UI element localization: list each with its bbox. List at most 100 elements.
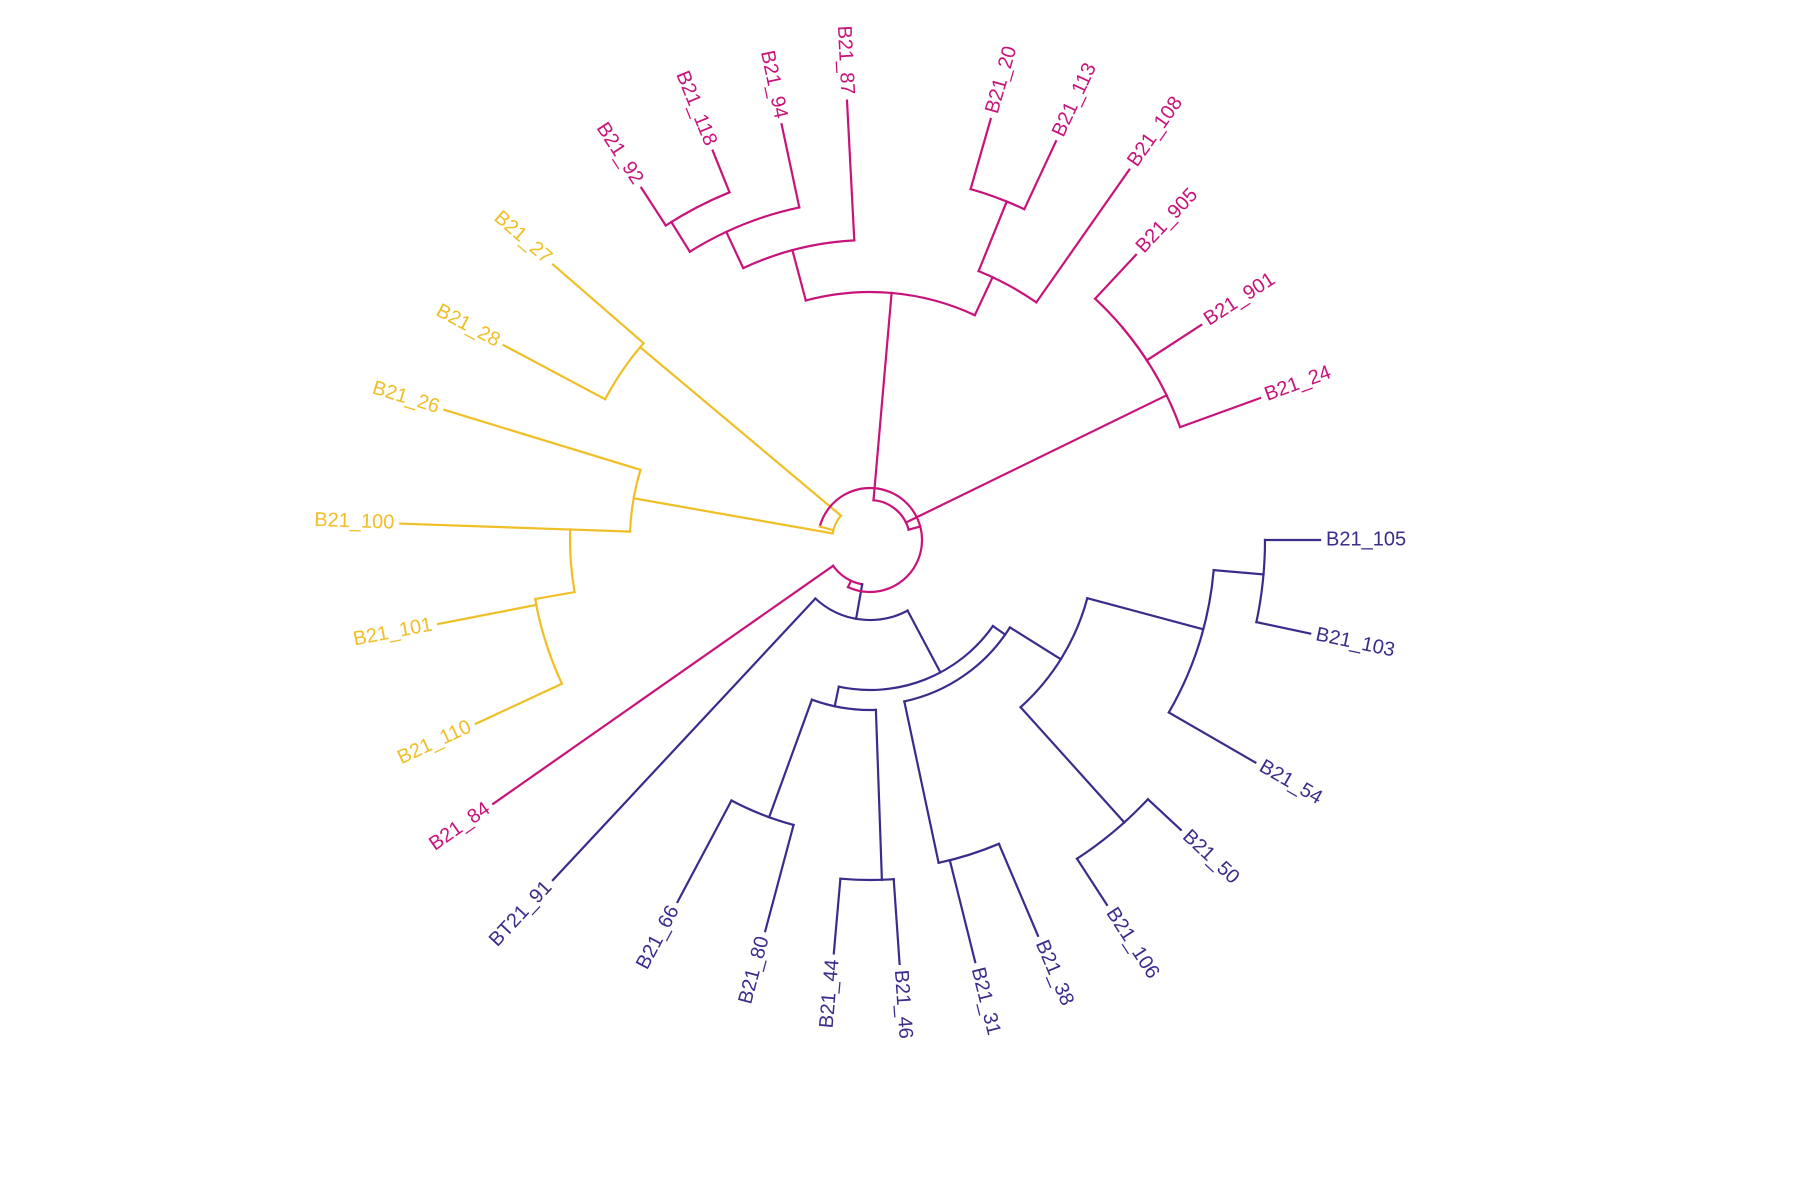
branch-edge-n_54 bbox=[1085, 596, 1205, 631]
tip-label: B21_44 bbox=[816, 958, 844, 1029]
tip-label: B21_50 bbox=[1178, 825, 1243, 888]
branch-edge-t22 bbox=[948, 858, 977, 964]
branch-arc-n_top bbox=[872, 499, 910, 531]
branch-edge-n_94 bbox=[724, 230, 745, 270]
tip-label: B21_101 bbox=[351, 614, 434, 651]
branch-arc-n_r2 bbox=[902, 625, 1012, 703]
branch-edge-t11 bbox=[502, 343, 607, 401]
branch-edge-t25 bbox=[1146, 797, 1183, 832]
branch-arc-n_101_110 bbox=[533, 597, 564, 686]
branch-edge-n_20_113 bbox=[977, 200, 1009, 273]
branch-edge-t5 bbox=[969, 117, 993, 191]
tip-label: B21_80 bbox=[734, 934, 773, 1006]
tip-label: B21_54 bbox=[1255, 755, 1326, 809]
branch-arc-n_ind bbox=[837, 624, 995, 692]
tip-label: B21_27 bbox=[490, 206, 556, 268]
tip-label: B21_26 bbox=[370, 377, 442, 418]
branch-edge-t2 bbox=[1093, 253, 1138, 301]
branch-arc-n_100 bbox=[568, 528, 576, 594]
tip-label: B21_100 bbox=[314, 509, 395, 534]
branch-arc-n_20_113 bbox=[969, 187, 1026, 211]
branch-edge-n_101_110 bbox=[533, 590, 576, 601]
branch-edge-n_r1 bbox=[1008, 625, 1063, 661]
branch-arc-n_84 bbox=[831, 564, 864, 586]
branch-arc-n_108 bbox=[977, 269, 1038, 304]
branch-arc-n_mag1 bbox=[1093, 297, 1149, 362]
tip-label: B21_66 bbox=[632, 902, 684, 973]
branch-edge-t20 bbox=[832, 877, 842, 955]
branch-edge-n_66_80 bbox=[767, 698, 814, 819]
tip-label: B21_28 bbox=[433, 300, 504, 352]
tip-label: B21_38 bbox=[1031, 937, 1078, 1009]
branch-edge-n_103_105 bbox=[1212, 568, 1265, 576]
branch-edge-n_mag2 bbox=[904, 393, 1169, 524]
branch-edge-t19 bbox=[763, 823, 795, 933]
tip-label: B21_84 bbox=[425, 798, 494, 856]
branch-edge-t12 bbox=[443, 408, 642, 472]
tree-branches bbox=[399, 99, 1322, 966]
branch-arc-n_26 bbox=[628, 468, 642, 533]
branch-edge-n_31_38 bbox=[902, 700, 940, 865]
branch-edge-t9 bbox=[639, 186, 668, 228]
tip-label: B21_108 bbox=[1123, 92, 1187, 170]
tip-label: B21_905 bbox=[1132, 184, 1203, 258]
branch-arc-n_66_80 bbox=[730, 799, 795, 827]
tip-label: B21_31 bbox=[967, 965, 1005, 1037]
branch-edge-n_top bbox=[907, 525, 922, 531]
branch-edge-t24 bbox=[1075, 857, 1109, 907]
branch-edge-n_r2 bbox=[991, 624, 1007, 637]
tip-label: B21_118 bbox=[671, 68, 721, 149]
branch-arc-n_106_50 bbox=[1075, 797, 1150, 861]
tip-label: B21_92 bbox=[592, 118, 648, 188]
branch-edge-n_ind bbox=[906, 609, 942, 674]
tip-label: B21_94 bbox=[756, 49, 792, 121]
branch-arc-n_54 bbox=[1167, 568, 1215, 715]
branch-edge-n_92_118 bbox=[669, 220, 692, 254]
branch-arc-n_44_46 bbox=[839, 877, 895, 882]
branch-arc-n_31_38 bbox=[937, 842, 1001, 865]
branch-edge-t17 bbox=[551, 596, 817, 882]
branch-edge-n_100 bbox=[569, 528, 632, 533]
tip-label: B21_105 bbox=[1326, 528, 1406, 550]
branch-edge-t27 bbox=[1255, 620, 1312, 635]
branch-edge-n_44_46 bbox=[874, 708, 884, 881]
tip-label: B21_87 bbox=[833, 25, 859, 95]
branch-edge-t23 bbox=[997, 842, 1040, 938]
branch-arc-n_4 bbox=[810, 698, 878, 712]
branch-edge-t8 bbox=[711, 149, 731, 194]
tip-labels: B21_24 B21_901 B21_905 B21_108 B21_113 B21_20… bbox=[314, 25, 1406, 1039]
branch-edge-n_106_50 bbox=[1019, 705, 1126, 824]
branch-edge-n_84 bbox=[846, 579, 853, 589]
branch-edge-n_27_28 bbox=[638, 345, 843, 518]
tip-label: B21_24 bbox=[1262, 361, 1334, 405]
branch-edge-n_108 bbox=[973, 275, 995, 317]
branch-edge-t18 bbox=[676, 799, 733, 904]
branch-arc-n_94 bbox=[688, 206, 801, 254]
branch-edge-t26 bbox=[1167, 710, 1257, 765]
branch-edge-n_4 bbox=[833, 685, 841, 708]
tip-label: B21_106 bbox=[1102, 904, 1164, 983]
branch-arc-n_r1 bbox=[1019, 596, 1089, 709]
branch-edge-t10 bbox=[551, 262, 646, 345]
branch-edge-t14 bbox=[436, 603, 538, 626]
branch-edge-t15 bbox=[474, 682, 564, 726]
branch-edge-t0 bbox=[1178, 396, 1262, 429]
branch-edge-t3 bbox=[1034, 168, 1131, 304]
tip-label: B21_103 bbox=[1314, 623, 1397, 661]
branch-arc-n_ind2 bbox=[813, 596, 910, 622]
branch-edge-t4 bbox=[1022, 139, 1058, 211]
tip-label: B21_113 bbox=[1048, 60, 1101, 141]
tip-label: B21_46 bbox=[890, 969, 917, 1039]
tip-label: B21_20 bbox=[981, 44, 1021, 116]
branch-edge-t1 bbox=[1145, 323, 1203, 362]
tip-label: B21_901 bbox=[1200, 268, 1279, 330]
branch-edge-n_26 bbox=[632, 497, 834, 535]
branch-arc-n_92_118 bbox=[664, 190, 731, 228]
branch-arc-n_mag2 bbox=[1121, 326, 1182, 429]
branch-edge-t21 bbox=[892, 878, 901, 966]
branch-edge-n_big bbox=[872, 291, 893, 502]
branch-arc-n_27_28 bbox=[603, 341, 646, 401]
branch-edge-n_yel bbox=[818, 525, 835, 532]
tip-label: B21_110 bbox=[394, 716, 475, 769]
